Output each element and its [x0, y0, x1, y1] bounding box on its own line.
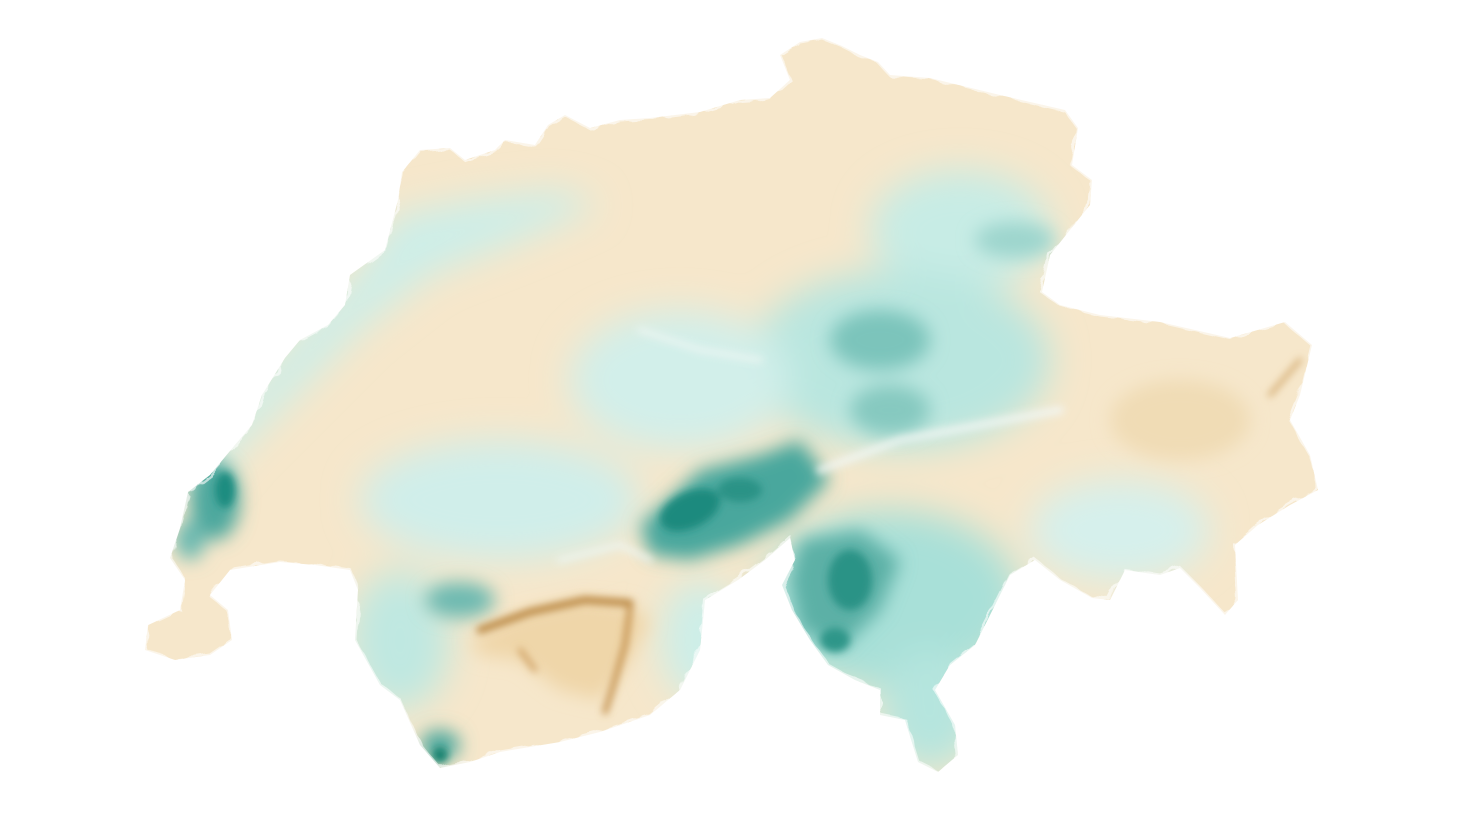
dry-ridges: [476, 358, 1302, 715]
neutral-valleys: [557, 327, 1064, 563]
wet-zones-core: [215, 472, 872, 763]
dry-zones: [470, 380, 1250, 700]
